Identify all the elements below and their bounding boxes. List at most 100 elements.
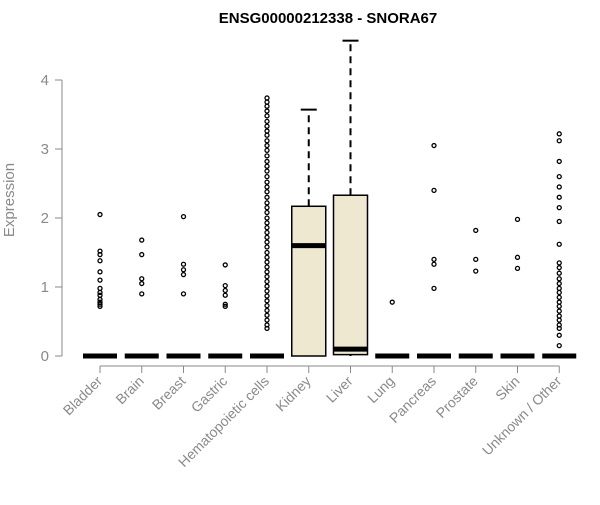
outlier-point bbox=[556, 332, 562, 338]
outlier-point bbox=[97, 289, 103, 296]
outlier-point bbox=[431, 142, 437, 149]
outlier-point bbox=[556, 325, 562, 332]
outlier-point bbox=[556, 173, 562, 180]
x-tick-label: Bladder bbox=[60, 373, 106, 419]
outlier-point bbox=[264, 168, 270, 174]
outlier-point bbox=[222, 282, 228, 289]
x-tick-label: Liver bbox=[323, 373, 356, 406]
outlier-point bbox=[264, 307, 270, 314]
outlier-point bbox=[264, 123, 270, 129]
outlier-point bbox=[514, 216, 521, 223]
box-group bbox=[83, 211, 117, 359]
box-group bbox=[417, 142, 451, 359]
outlier-point bbox=[222, 301, 228, 307]
outlier-point bbox=[264, 189, 270, 195]
outlier-point bbox=[556, 308, 562, 314]
box-group bbox=[291, 108, 327, 357]
x-tick-label: Kidney bbox=[272, 373, 314, 415]
outlier-point bbox=[97, 277, 103, 283]
outlier-point bbox=[556, 265, 562, 271]
outlier-point bbox=[264, 147, 270, 154]
y-tick-label: 1 bbox=[41, 279, 49, 296]
outlier-point bbox=[264, 229, 270, 236]
outlier-point bbox=[556, 276, 562, 282]
outlier-point bbox=[264, 118, 270, 125]
box-group bbox=[208, 262, 243, 359]
outlier-point bbox=[556, 270, 562, 276]
outlier-point bbox=[97, 285, 103, 292]
outlier-point bbox=[264, 158, 270, 165]
outlier-point bbox=[556, 184, 562, 190]
box-group bbox=[500, 216, 535, 359]
outlier-point bbox=[556, 342, 562, 349]
y-tick-label: 2 bbox=[41, 210, 49, 227]
box-group bbox=[166, 213, 201, 359]
outlier-point bbox=[264, 325, 270, 332]
outlier-point bbox=[264, 194, 270, 200]
outlier-point bbox=[556, 158, 562, 165]
outlier-point bbox=[264, 302, 270, 309]
outlier-point bbox=[97, 303, 103, 309]
outlier-point bbox=[473, 268, 479, 274]
box-rect bbox=[291, 205, 327, 357]
box-group bbox=[458, 227, 493, 359]
outlier-point bbox=[264, 103, 270, 109]
box-rect bbox=[332, 194, 369, 356]
y-tick-label: 3 bbox=[41, 141, 49, 158]
outlier-point bbox=[97, 296, 103, 303]
box-group bbox=[375, 299, 410, 359]
outlier-point bbox=[264, 173, 270, 180]
outlier-point bbox=[556, 138, 562, 144]
outlier-point bbox=[556, 204, 562, 211]
outlier-point bbox=[222, 262, 228, 268]
outlier-point bbox=[264, 163, 270, 169]
outlier-point bbox=[222, 292, 228, 298]
outlier-point bbox=[97, 269, 103, 275]
outlier-point bbox=[264, 215, 270, 221]
outlier-point bbox=[264, 204, 270, 211]
outlier-point bbox=[264, 264, 270, 270]
outlier-point bbox=[556, 317, 562, 323]
outlier-point bbox=[264, 244, 270, 250]
outlier-point bbox=[556, 299, 562, 305]
outlier-point bbox=[264, 132, 270, 138]
outlier-point bbox=[97, 292, 103, 298]
outlier-point bbox=[556, 313, 562, 319]
outlier-point bbox=[97, 301, 103, 307]
outlier-point bbox=[264, 249, 270, 256]
outlier-point bbox=[264, 234, 270, 240]
outlier-point bbox=[264, 293, 270, 299]
outlier-point bbox=[264, 225, 270, 231]
outlier-point bbox=[556, 289, 562, 296]
outlier-point bbox=[556, 303, 562, 309]
outlier-point bbox=[180, 213, 187, 220]
outlier-point bbox=[264, 184, 270, 190]
outlier-point bbox=[556, 194, 562, 200]
outlier-point bbox=[389, 299, 395, 305]
outlier-point bbox=[556, 218, 562, 225]
outlier-point bbox=[431, 187, 437, 194]
outlier-point bbox=[97, 258, 103, 264]
outlier-point bbox=[222, 287, 228, 294]
outlier-point bbox=[264, 288, 270, 294]
outlier-point bbox=[264, 254, 270, 260]
outlier-point bbox=[139, 291, 145, 297]
x-tick-label: Breast bbox=[149, 373, 189, 413]
y-axis-label: Expression bbox=[1, 163, 18, 237]
y-tick-label: 0 bbox=[41, 348, 49, 365]
box-group bbox=[124, 237, 159, 359]
x-tick-label: Skin bbox=[492, 373, 523, 404]
box-group bbox=[250, 95, 284, 359]
outlier-point bbox=[264, 179, 270, 185]
outlier-point bbox=[264, 95, 270, 101]
outlier-point bbox=[556, 241, 562, 247]
outlier-point bbox=[264, 128, 270, 134]
outlier-point bbox=[264, 99, 270, 105]
outlier-point bbox=[180, 271, 187, 278]
outlier-point bbox=[514, 254, 521, 260]
x-tick-label: Prostate bbox=[433, 373, 481, 421]
outlier-point bbox=[264, 259, 270, 265]
outlier-point bbox=[180, 291, 187, 297]
